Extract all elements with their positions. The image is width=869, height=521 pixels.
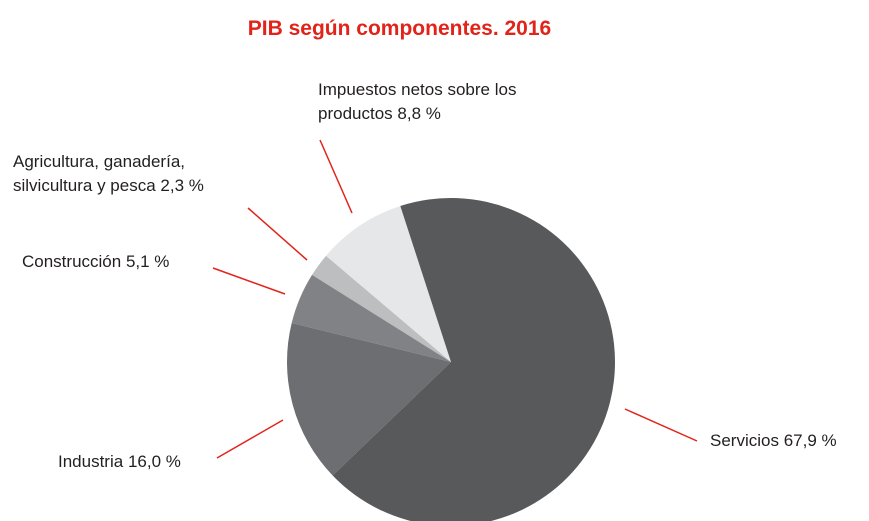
pie-slice bbox=[312, 255, 451, 362]
slice-label: Servicios 67,9 % bbox=[710, 429, 837, 453]
value-label: 8,8 % bbox=[397, 104, 441, 123]
leader-line bbox=[212, 267, 286, 295]
category: Agricultura, ganadería, silvicultura y p… bbox=[13, 152, 185, 195]
slice-label: Agricultura, ganadería, silvicultura y p… bbox=[13, 150, 258, 198]
leader-line bbox=[624, 408, 698, 442]
category: Industria bbox=[58, 452, 124, 471]
slice-label: Construcción 5,1 % bbox=[22, 250, 169, 274]
pie-slice bbox=[332, 198, 615, 521]
slice-label: Industria 16,0 % bbox=[58, 450, 181, 474]
pie-slice bbox=[291, 274, 451, 362]
leader-line bbox=[216, 419, 284, 459]
chart-title: PIB según componentes. 2016 bbox=[247, 17, 552, 40]
value-label: 5,1 % bbox=[125, 252, 170, 271]
leader-line bbox=[247, 207, 308, 261]
pie-slice bbox=[326, 206, 451, 362]
category: Construcción bbox=[22, 252, 122, 271]
category: Servicios bbox=[710, 431, 779, 450]
value-label: 67,9 % bbox=[783, 431, 837, 450]
pie-slice bbox=[287, 323, 451, 476]
slice-label: Impuestos netos sobre los productos 8,8 … bbox=[318, 78, 548, 126]
leader-line bbox=[319, 139, 353, 214]
value-label: 16,0 % bbox=[127, 452, 181, 471]
category: Impuestos netos sobre los productos bbox=[318, 80, 517, 123]
value-label: 2,3 % bbox=[160, 176, 204, 195]
